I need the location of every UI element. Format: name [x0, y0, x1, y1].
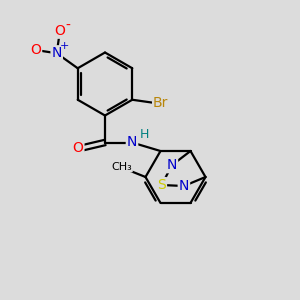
Text: N: N — [52, 46, 62, 60]
Text: N: N — [127, 136, 137, 149]
Text: +: + — [59, 41, 69, 51]
Text: H: H — [140, 128, 149, 141]
Text: O: O — [73, 142, 83, 155]
Text: N: N — [167, 158, 177, 172]
Text: N: N — [179, 179, 189, 193]
Text: CH₃: CH₃ — [111, 161, 132, 172]
Text: Br: Br — [153, 96, 169, 110]
Text: -: - — [66, 19, 70, 33]
Text: O: O — [54, 24, 65, 38]
Text: O: O — [30, 43, 41, 57]
Text: S: S — [157, 178, 166, 192]
